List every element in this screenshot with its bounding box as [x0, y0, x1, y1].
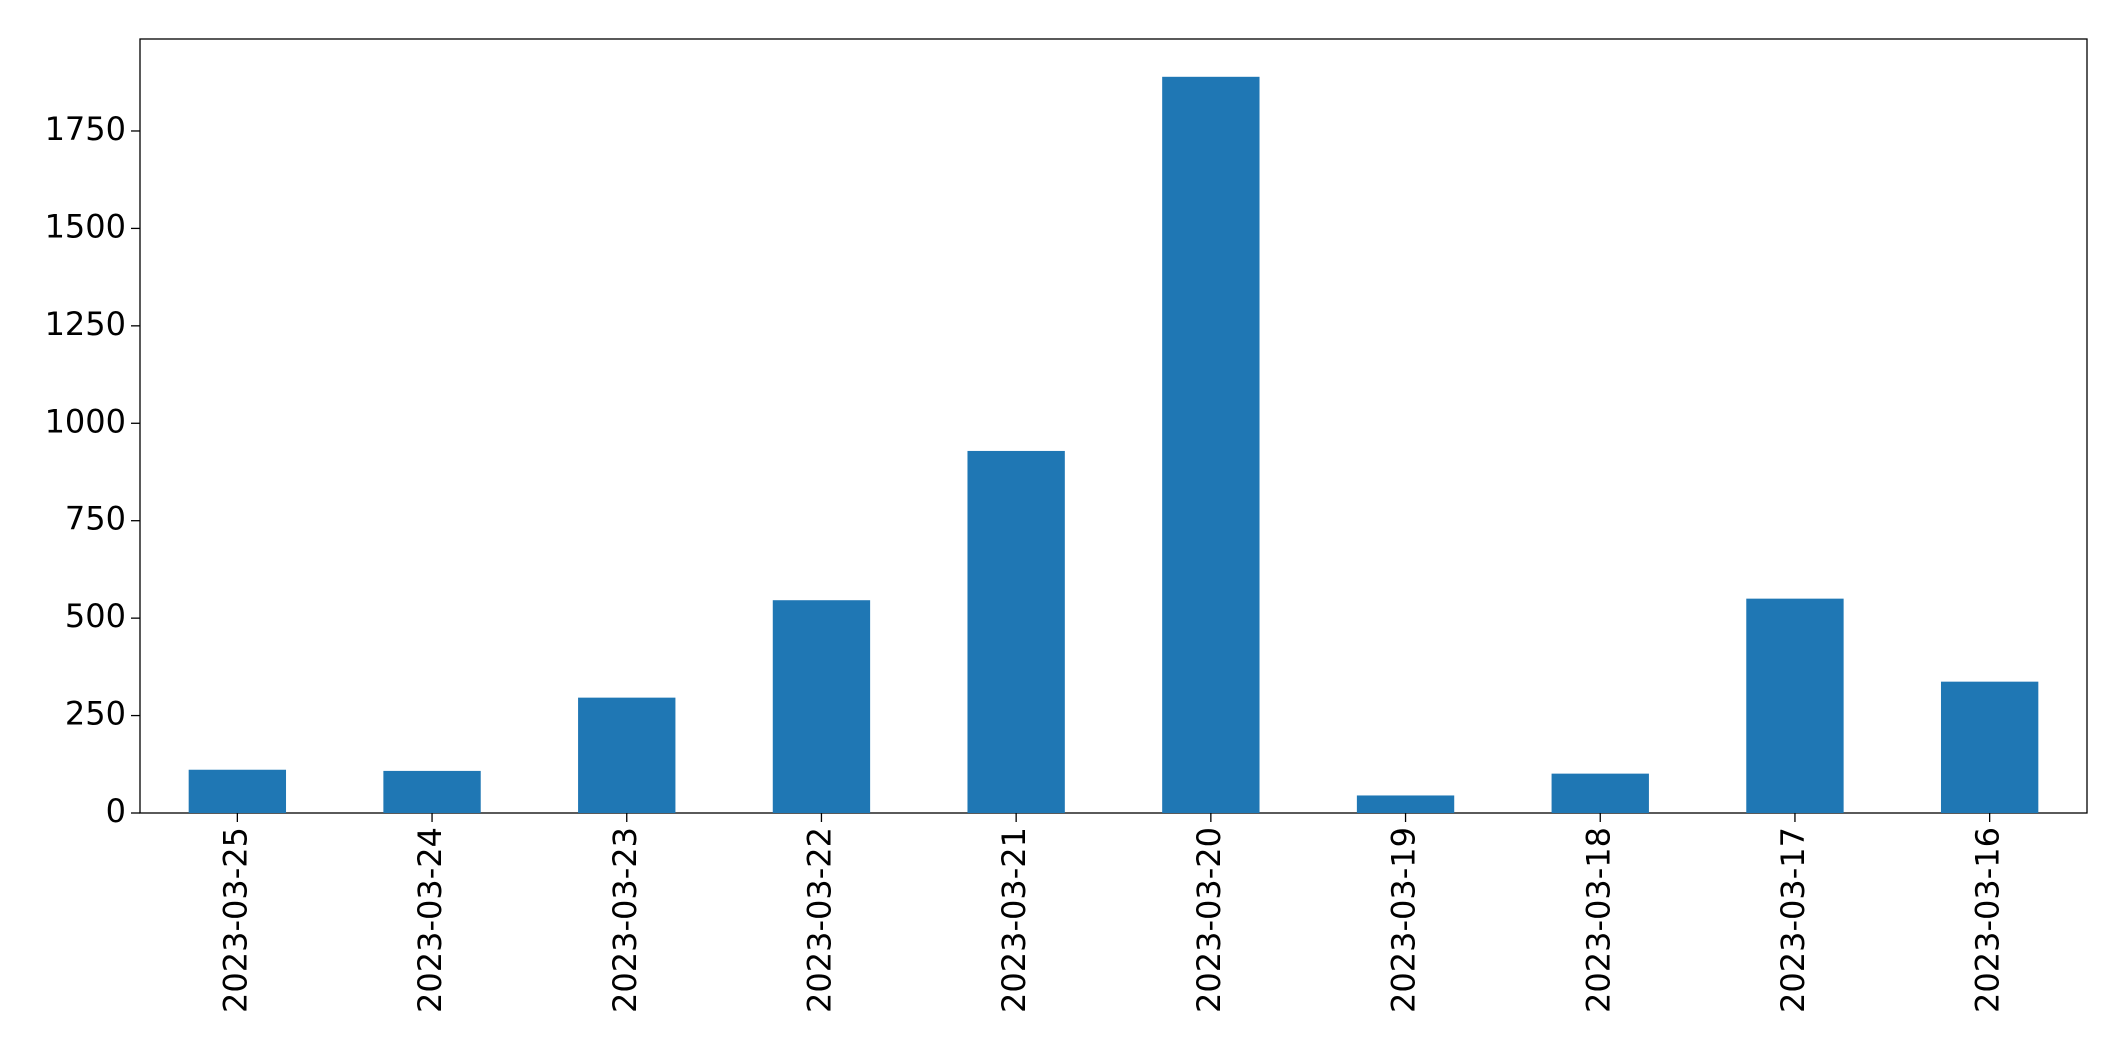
x-tick-label: 2023-03-23: [606, 827, 644, 1013]
x-tick-label: 2023-03-22: [800, 827, 838, 1013]
bar: [1162, 76, 1260, 813]
x-tick-label: 2023-03-19: [1385, 827, 1423, 1013]
bar: [383, 770, 481, 813]
y-tick-label: 0: [106, 792, 126, 830]
x-tick-label: 2023-03-17: [1774, 827, 1812, 1013]
bar: [1940, 681, 2039, 813]
bar: [967, 450, 1065, 813]
y-tick-label: 1750: [45, 110, 126, 148]
bar: [1551, 773, 1649, 813]
y-tick-label: 250: [65, 695, 126, 733]
x-tick-label: 2023-03-18: [1579, 827, 1617, 1013]
bar: [188, 769, 287, 813]
x-tick-label: 2023-03-16: [1969, 827, 2007, 1013]
x-tick-label: 2023-03-20: [1190, 827, 1228, 1013]
x-tick-label: 2023-03-24: [411, 827, 449, 1013]
y-tick-label: 1250: [45, 305, 126, 343]
y-tick-label: 500: [65, 597, 126, 635]
y-tick-label: 750: [65, 500, 126, 538]
y-tick-label: 1000: [45, 402, 126, 440]
bar: [772, 600, 871, 813]
bar: [578, 697, 676, 813]
x-tick-label: 2023-03-25: [216, 827, 254, 1013]
bar: [1356, 795, 1455, 813]
x-tick-label: 2023-03-21: [995, 827, 1033, 1013]
y-tick-label: 1500: [45, 207, 126, 245]
bar: [1746, 598, 1844, 813]
plot-frame: [139, 38, 2088, 814]
